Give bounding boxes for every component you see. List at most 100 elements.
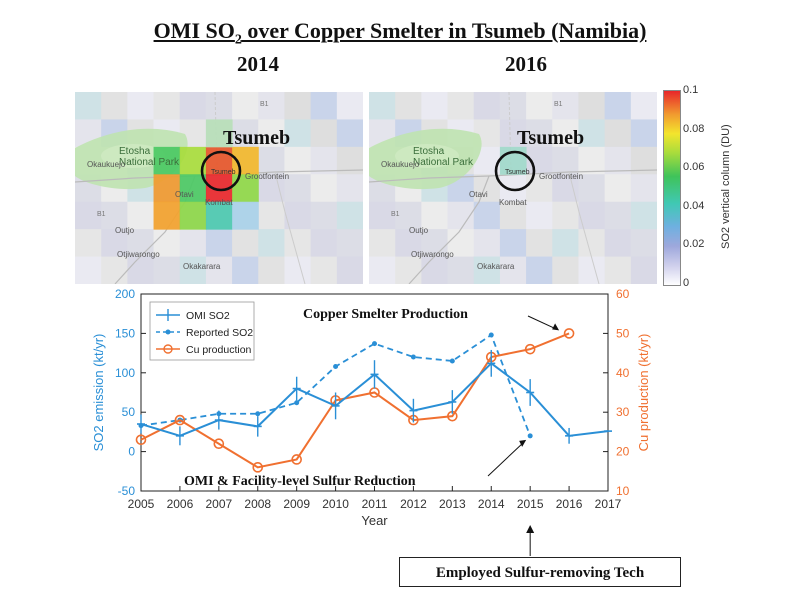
reported-so2-point	[449, 358, 455, 364]
town-label-otjiwarongo: Otjiwarongo	[117, 250, 160, 259]
map-cell	[232, 92, 259, 120]
map-cell	[526, 174, 553, 203]
town-label-okaukuejo: Okaukuejo	[87, 160, 126, 169]
figure-title: OMI SO2 over Copper Smelter in Tsumeb (N…	[153, 18, 647, 48]
map-cell	[578, 174, 606, 203]
annotation-arrowhead	[552, 323, 560, 331]
reported-so2-point	[255, 411, 261, 417]
reported-so2-point	[372, 341, 377, 347]
map-cell	[552, 119, 579, 148]
map-cell	[232, 119, 259, 148]
x-tick-label: 2009	[283, 497, 310, 511]
map-cell	[127, 256, 155, 284]
reported-so2-point	[410, 354, 416, 360]
map-cell	[499, 256, 527, 284]
map-cell	[75, 92, 102, 120]
map-cell	[75, 229, 102, 258]
annotation-arrow	[487, 441, 525, 477]
year-label-left: 2014	[237, 52, 279, 76]
y-right-tick-label: 40	[616, 366, 630, 380]
pan-area	[395, 144, 459, 168]
y-left-tick-label: 50	[122, 405, 136, 419]
city-label-tsumeb: Tsumeb	[517, 127, 585, 149]
so2-cell	[153, 146, 181, 175]
map-cell	[369, 201, 396, 230]
map-cell	[232, 229, 259, 258]
cu-production-point	[135, 434, 147, 446]
map-cell	[421, 92, 449, 120]
map-cell	[205, 229, 233, 258]
map-cell	[552, 146, 579, 175]
cu-production-point	[252, 462, 264, 473]
pan-area	[101, 144, 165, 168]
road-label: B1	[260, 101, 269, 108]
legend-marker	[163, 344, 173, 354]
y-left-tick-label: -50	[118, 484, 136, 498]
x-tick-label: 2014	[478, 497, 505, 511]
road	[408, 175, 490, 284]
map-cell	[604, 229, 632, 258]
x-tick-label: 2011	[362, 497, 388, 511]
map-cell	[336, 92, 363, 120]
town-label-otjiwarongo: Otjiwarongo	[411, 250, 454, 259]
map-cell	[258, 92, 285, 120]
legend-marker	[165, 329, 171, 335]
town-label-tsumeb-small: Tsumeb	[505, 169, 530, 176]
road-label: B1	[391, 211, 400, 218]
map-cell	[395, 92, 422, 120]
colorbar-tick: 0.1	[683, 84, 699, 96]
town-label-grootfontein: Grootfontein	[539, 172, 584, 181]
map-cell	[473, 256, 501, 284]
y-right-tick-label: 60	[616, 287, 630, 301]
road-label: B1	[97, 211, 106, 218]
road	[568, 171, 600, 284]
x-tick-label: 2007	[205, 497, 232, 511]
tsumeb-circle	[494, 150, 536, 192]
town-label-otavi: Otavi	[175, 190, 194, 199]
map-cell	[232, 256, 259, 284]
reported-so2-point	[488, 332, 494, 338]
y-left-tick-label: 150	[115, 326, 135, 340]
town-label-tsumeb-small: Tsumeb	[211, 169, 236, 176]
map-cell	[552, 201, 579, 230]
so2-cell	[153, 201, 181, 230]
colorbar-tick: 0.04	[683, 200, 705, 212]
map-2014: B1 B1 Tsumeb Etosha National Park Okaukuejo…	[75, 92, 363, 284]
y-right-axis-label: Cu production (kt/yr)	[636, 334, 651, 452]
map-cell	[421, 201, 449, 230]
map-cell	[447, 256, 475, 284]
y-left-tick-label: 0	[128, 445, 135, 459]
legend-label: OMI SO2	[186, 310, 230, 322]
map-cell	[310, 174, 338, 203]
map-2014-svg: B1 B1 Tsumeb	[75, 92, 363, 284]
map-cell	[127, 201, 155, 230]
so2-cell	[205, 201, 233, 230]
map-cell	[336, 201, 363, 230]
map-cell	[499, 92, 527, 120]
map-2016: B1 B1 Tsumeb Etosha National Park Okaukuejo…	[369, 92, 657, 284]
map-cell	[179, 256, 207, 284]
map-cell	[153, 256, 181, 284]
map-cell	[395, 256, 422, 284]
y-right-tick-label: 30	[616, 405, 630, 419]
series-line-cu-production	[140, 332, 570, 469]
map-cell	[284, 256, 312, 284]
map-cell	[552, 92, 579, 120]
annotation-sulfur-reduction: OMI & Facility-level Sulfur Reduction	[184, 474, 416, 489]
map-cell	[395, 201, 422, 230]
colorbar-tick: 0.06	[683, 161, 705, 173]
so2-cell	[153, 174, 181, 203]
map-cell	[604, 201, 632, 230]
map-cell	[526, 229, 553, 258]
legend-label: Cu production	[186, 344, 252, 356]
map-cell	[421, 229, 449, 258]
map-cell	[526, 119, 553, 148]
town-label-okaukuejo: Okaukuejo	[381, 160, 420, 169]
map-cell	[179, 92, 207, 120]
map-cell	[473, 201, 501, 230]
reported-so2-point	[294, 400, 300, 406]
map-cell	[179, 229, 207, 258]
map-cell	[336, 229, 363, 258]
x-tick-label: 2015	[517, 497, 544, 511]
map-cell	[552, 174, 579, 203]
